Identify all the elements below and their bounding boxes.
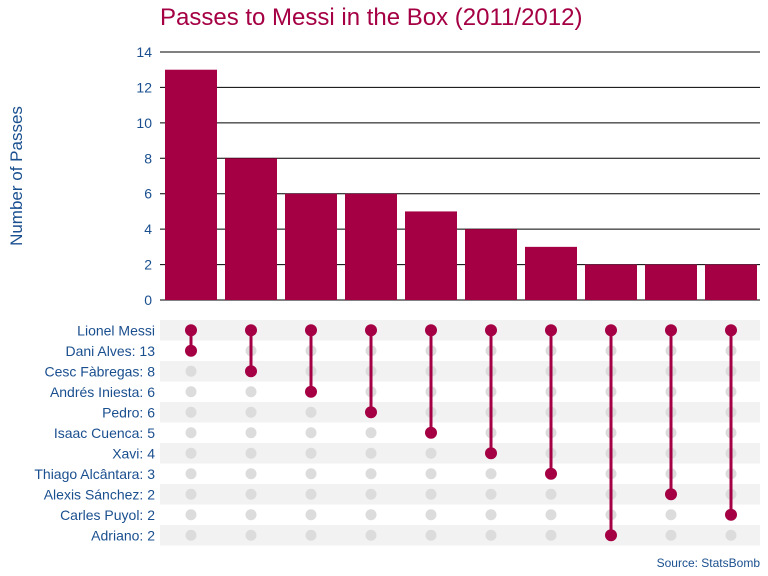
matrix-dot-inactive: [425, 529, 437, 541]
set-label: Thiago Alcântara: 3: [34, 466, 155, 482]
matrix-dot-active: [485, 324, 497, 337]
matrix-dot-inactive: [185, 386, 197, 398]
set-label: Cesc Fàbregas: 8: [45, 363, 156, 379]
set-label: Lionel Messi: [77, 322, 155, 338]
set-label: Pedro: 6: [102, 404, 155, 420]
matrix-dot-inactive: [185, 447, 197, 459]
matrix-dot-active: [365, 324, 377, 337]
set-label: Dani Alves: 13: [66, 343, 156, 359]
matrix-dot-inactive: [665, 529, 677, 541]
bar: [585, 264, 637, 300]
y-tick-label: 2: [144, 257, 152, 273]
matrix-dot-inactive: [725, 529, 737, 541]
matrix-dot-active: [185, 344, 197, 357]
y-axis-label: Number of Passes: [7, 106, 26, 246]
bar: [405, 211, 457, 300]
matrix-dot-active: [305, 324, 317, 337]
set-label: Andrés Iniesta: 6: [50, 384, 155, 400]
matrix-dot-inactive: [245, 468, 257, 480]
matrix-dot-inactive: [305, 529, 317, 541]
matrix-dot-inactive: [365, 427, 377, 439]
matrix-dot-inactive: [545, 529, 557, 541]
bar: [345, 193, 397, 300]
chart-title: Passes to Messi in the Box (2011/2012): [160, 4, 583, 31]
matrix-dot-inactive: [245, 386, 257, 398]
matrix-dot-inactive: [665, 509, 677, 521]
matrix-dot-inactive: [245, 427, 257, 439]
y-tick-label: 8: [144, 150, 152, 166]
matrix-dot-inactive: [485, 509, 497, 521]
y-tick-label: 12: [136, 79, 152, 95]
set-label: Adriano: 2: [91, 527, 155, 543]
y-tick-label: 0: [144, 292, 152, 308]
matrix-dot-inactive: [245, 447, 257, 459]
matrix-dot-inactive: [425, 447, 437, 459]
matrix-dot-active: [665, 488, 677, 501]
matrix-dot-active: [425, 324, 437, 337]
matrix-dot-inactive: [425, 488, 437, 500]
matrix-dot-active: [605, 529, 617, 542]
matrix-dot-inactive: [365, 529, 377, 541]
matrix-dot-inactive: [185, 406, 197, 418]
matrix-dot-inactive: [185, 488, 197, 500]
bar: [465, 229, 517, 300]
matrix-dot-inactive: [545, 488, 557, 500]
matrix-dot-inactive: [305, 509, 317, 521]
matrix-dot-inactive: [305, 468, 317, 480]
matrix-dot-inactive: [185, 529, 197, 541]
matrix-dot-inactive: [245, 529, 257, 541]
bar: [225, 158, 277, 300]
matrix-dot-active: [485, 447, 497, 460]
matrix-dot-inactive: [185, 509, 197, 521]
bar: [525, 246, 577, 300]
matrix-dot-active: [245, 324, 257, 337]
matrix-dot-inactive: [365, 488, 377, 500]
set-label: Carles Puyol: 2: [60, 507, 155, 523]
matrix-dot-active: [665, 324, 677, 337]
matrix-dot-inactive: [365, 509, 377, 521]
matrix-dot-active: [245, 365, 257, 378]
matrix-dot-inactive: [425, 509, 437, 521]
matrix-dot-inactive: [545, 509, 557, 521]
set-label: Alexis Sánchez: 2: [44, 486, 155, 502]
matrix-dot-active: [545, 324, 557, 337]
matrix-dot-inactive: [425, 468, 437, 480]
bar: [645, 264, 697, 300]
matrix-dot-inactive: [305, 406, 317, 418]
matrix-dot-inactive: [365, 447, 377, 459]
matrix-dot-inactive: [185, 365, 197, 377]
y-tick-label: 14: [136, 44, 152, 60]
matrix-dot-active: [425, 426, 437, 439]
matrix-dot-active: [725, 508, 737, 521]
matrix-dot-active: [545, 467, 557, 480]
bar: [285, 193, 337, 300]
bar: [165, 69, 217, 300]
matrix-dot-inactive: [305, 488, 317, 500]
matrix-dot-inactive: [245, 406, 257, 418]
matrix-dot-inactive: [305, 447, 317, 459]
matrix-dot-inactive: [245, 488, 257, 500]
y-tick-label: 6: [144, 186, 152, 202]
matrix-dot-inactive: [485, 468, 497, 480]
matrix-dot-active: [605, 324, 617, 337]
matrix-dot-active: [365, 406, 377, 419]
matrix-dot-active: [305, 385, 317, 398]
set-label: Isaac Cuenca: 5: [54, 425, 155, 441]
matrix-dot-inactive: [185, 468, 197, 480]
matrix-dot-inactive: [485, 488, 497, 500]
matrix-dot-inactive: [245, 509, 257, 521]
matrix-dot-inactive: [365, 468, 377, 480]
set-label: Xavi: 4: [112, 445, 155, 461]
matrix-dot-active: [725, 324, 737, 337]
matrix-dot-inactive: [185, 427, 197, 439]
source-note: Source: StatsBomb: [656, 556, 760, 570]
matrix-dot-inactive: [305, 427, 317, 439]
matrix-dot-active: [185, 324, 197, 337]
bar: [705, 264, 757, 300]
y-tick-label: 10: [136, 115, 152, 131]
y-tick-label: 4: [144, 221, 152, 237]
matrix-dot-inactive: [485, 529, 497, 541]
